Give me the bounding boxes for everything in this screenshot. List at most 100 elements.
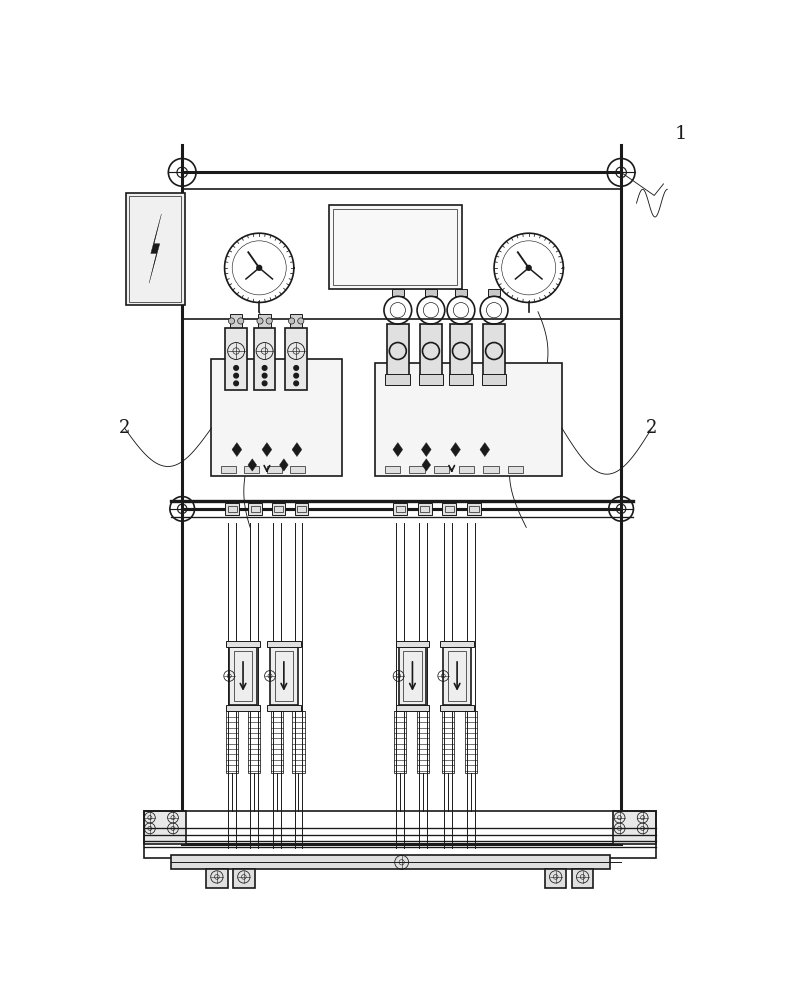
Bar bbox=[508, 466, 523, 473]
Bar bbox=[394, 503, 407, 515]
Bar bbox=[417, 711, 429, 773]
Bar bbox=[333, 209, 457, 285]
Bar bbox=[229, 647, 257, 705]
Bar bbox=[572, 869, 593, 888]
Polygon shape bbox=[262, 443, 272, 456]
Polygon shape bbox=[393, 443, 402, 456]
Circle shape bbox=[262, 373, 267, 378]
Circle shape bbox=[294, 373, 298, 378]
Bar bbox=[250, 506, 260, 512]
Bar bbox=[295, 503, 308, 515]
Bar bbox=[272, 503, 285, 515]
Bar bbox=[387, 324, 409, 378]
Bar bbox=[206, 869, 227, 888]
Bar bbox=[233, 869, 254, 888]
Bar bbox=[290, 466, 305, 473]
Bar bbox=[450, 324, 471, 378]
Circle shape bbox=[257, 318, 263, 324]
Bar bbox=[482, 374, 506, 385]
Bar bbox=[465, 711, 477, 773]
Bar bbox=[440, 641, 474, 647]
Bar bbox=[226, 711, 238, 773]
Circle shape bbox=[234, 381, 238, 386]
Polygon shape bbox=[451, 443, 460, 456]
Bar bbox=[293, 711, 304, 773]
Bar bbox=[271, 711, 283, 773]
Bar bbox=[483, 466, 498, 473]
Bar bbox=[440, 705, 474, 711]
Bar bbox=[267, 641, 301, 647]
Text: 2: 2 bbox=[118, 419, 130, 437]
Polygon shape bbox=[248, 459, 257, 471]
Polygon shape bbox=[422, 459, 431, 471]
Bar bbox=[434, 466, 449, 473]
Bar bbox=[274, 651, 293, 701]
Circle shape bbox=[294, 366, 298, 370]
Bar bbox=[395, 506, 405, 512]
Bar bbox=[375, 363, 562, 476]
Bar bbox=[385, 466, 400, 473]
Bar bbox=[545, 869, 567, 888]
Polygon shape bbox=[149, 214, 161, 283]
Bar bbox=[444, 506, 454, 512]
Bar bbox=[273, 506, 283, 512]
Circle shape bbox=[289, 318, 295, 324]
Bar bbox=[425, 289, 437, 296]
Bar bbox=[182, 172, 621, 509]
Bar bbox=[244, 466, 259, 473]
Circle shape bbox=[526, 265, 531, 270]
Bar bbox=[234, 651, 252, 701]
Circle shape bbox=[262, 381, 267, 386]
Bar bbox=[328, 205, 462, 289]
Circle shape bbox=[297, 318, 304, 324]
Bar bbox=[419, 374, 444, 385]
Bar bbox=[488, 289, 500, 296]
Bar bbox=[467, 503, 481, 515]
Bar bbox=[398, 647, 426, 705]
Bar bbox=[409, 466, 425, 473]
Bar bbox=[144, 811, 186, 844]
Polygon shape bbox=[280, 459, 288, 471]
Bar bbox=[227, 506, 237, 512]
Bar bbox=[126, 193, 184, 305]
Bar bbox=[258, 314, 271, 328]
Bar bbox=[270, 647, 297, 705]
Bar bbox=[297, 506, 306, 512]
Polygon shape bbox=[480, 443, 490, 456]
Bar bbox=[392, 289, 404, 296]
Circle shape bbox=[257, 265, 262, 270]
Text: 1: 1 bbox=[674, 125, 687, 143]
Bar bbox=[254, 328, 275, 389]
Bar bbox=[394, 711, 406, 773]
Bar bbox=[403, 651, 421, 701]
Bar bbox=[248, 711, 260, 773]
Bar bbox=[483, 324, 505, 378]
Bar bbox=[221, 466, 236, 473]
Bar bbox=[448, 374, 473, 385]
Bar bbox=[459, 466, 474, 473]
Bar bbox=[386, 374, 410, 385]
Bar bbox=[418, 503, 432, 515]
Bar bbox=[395, 705, 429, 711]
Bar bbox=[469, 506, 479, 512]
Circle shape bbox=[266, 318, 273, 324]
Bar bbox=[226, 641, 260, 647]
Bar bbox=[290, 314, 302, 328]
Polygon shape bbox=[292, 443, 302, 456]
Circle shape bbox=[234, 366, 238, 370]
Bar bbox=[182, 509, 621, 844]
Bar bbox=[444, 647, 471, 705]
Bar bbox=[420, 324, 442, 378]
Polygon shape bbox=[421, 443, 431, 456]
Polygon shape bbox=[232, 443, 242, 456]
Text: 2: 2 bbox=[646, 419, 657, 437]
Bar bbox=[211, 359, 343, 476]
Bar bbox=[248, 503, 262, 515]
Circle shape bbox=[228, 318, 235, 324]
Bar bbox=[395, 641, 429, 647]
Bar bbox=[443, 503, 456, 515]
Bar bbox=[226, 705, 260, 711]
Bar bbox=[285, 328, 307, 389]
Bar bbox=[614, 811, 656, 844]
Circle shape bbox=[238, 318, 244, 324]
